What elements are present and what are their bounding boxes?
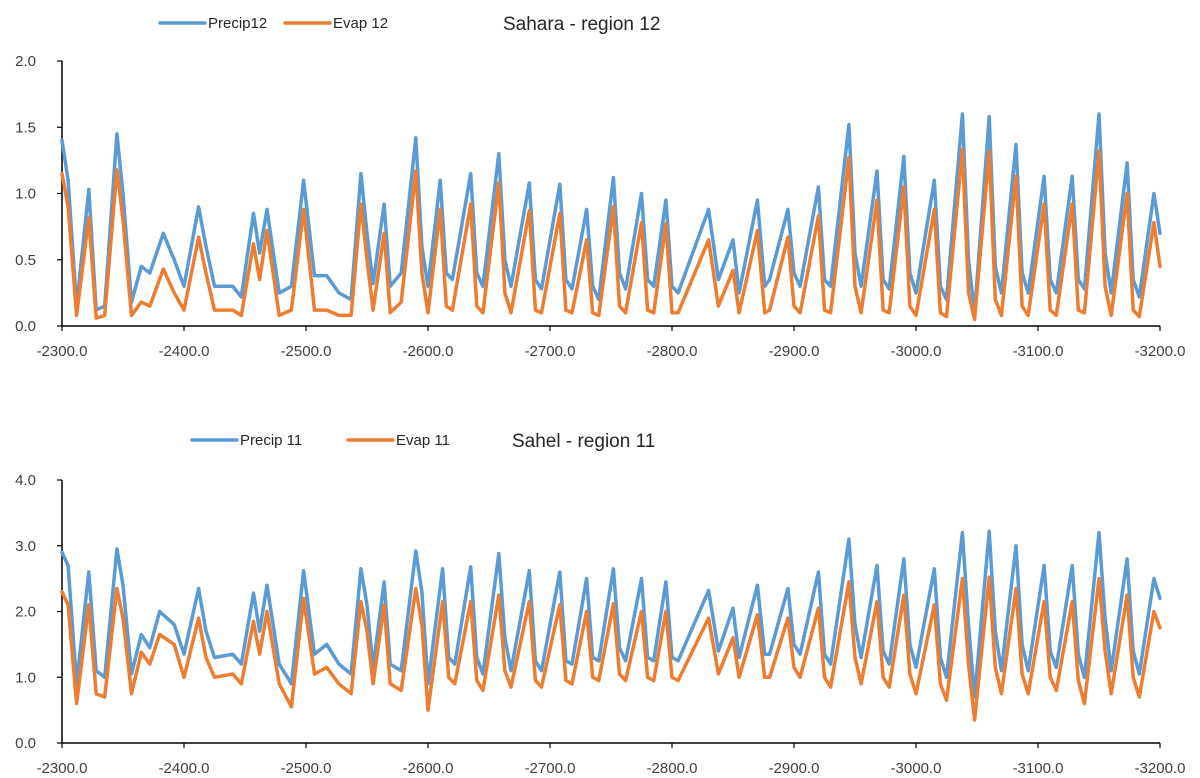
x-tick-label: -2800.0 [647, 760, 698, 777]
x-tick-label: -3200.0 [1135, 343, 1186, 360]
x-tick-label: -2700.0 [525, 760, 576, 777]
x-tick-label: -3100.0 [1013, 760, 1064, 777]
x-tick-label: -2600.0 [403, 760, 454, 777]
x-tick-label: -3100.0 [1013, 343, 1064, 360]
y-tick-label: 0.5 [15, 252, 36, 269]
y-tick-label: 0.0 [15, 318, 36, 335]
x-tick-label: -2600.0 [403, 343, 454, 360]
x-tick-label: -3000.0 [891, 343, 942, 360]
x-tick-label: -2800.0 [647, 343, 698, 360]
x-tick-label: -2900.0 [769, 760, 820, 777]
legend-label: Evap 11 [396, 432, 450, 449]
chart-sahara-region-12: 0.0 0.5 1.0 1.5 2.0 -2300.0 -2400.0 -2500.0 -260… [15, 14, 1185, 360]
y-tick-label: 2.0 [15, 53, 36, 70]
y-tick-label: 0.0 [15, 735, 36, 752]
x-tick-label: -2300.0 [37, 343, 88, 360]
y-tick-label: 1.5 [15, 119, 36, 136]
series-line-evap-12 [60, 148, 1162, 322]
y-tick-label: 2.0 [15, 604, 36, 621]
x-tick-label: -2400.0 [159, 760, 210, 777]
x-tick-label: -2900.0 [769, 343, 820, 360]
x-tick-label: -2500.0 [281, 343, 332, 360]
y-tick-label: 4.0 [15, 472, 36, 489]
x-tick-label: -3000.0 [891, 760, 942, 777]
chart-title: Sahel - region 11 [512, 431, 655, 452]
chart-title: Sahara - region 12 [503, 14, 660, 35]
x-tick-label: -2500.0 [281, 760, 332, 777]
series-line-evap-11 [60, 575, 1162, 722]
legend-label: Evap 12 [333, 15, 388, 32]
legend-label: Precip12 [208, 15, 267, 32]
x-tick-label: -2400.0 [159, 343, 210, 360]
y-tick-label: 1.0 [15, 669, 36, 686]
x-tick-label: -2300.0 [37, 760, 88, 777]
y-tick-label: 1.0 [15, 186, 36, 203]
series-line-precip-11 [60, 529, 1162, 699]
legend-label: Precip 11 [240, 432, 302, 449]
x-tick-label: -2700.0 [525, 343, 576, 360]
y-tick-label: 3.0 [15, 538, 36, 555]
chart-sahel-region-11: 0.0 1.0 2.0 3.0 4.0 -2300.0 -2400.0 -2500.0 -260… [15, 431, 1185, 777]
x-tick-label: -3200.0 [1135, 760, 1186, 777]
